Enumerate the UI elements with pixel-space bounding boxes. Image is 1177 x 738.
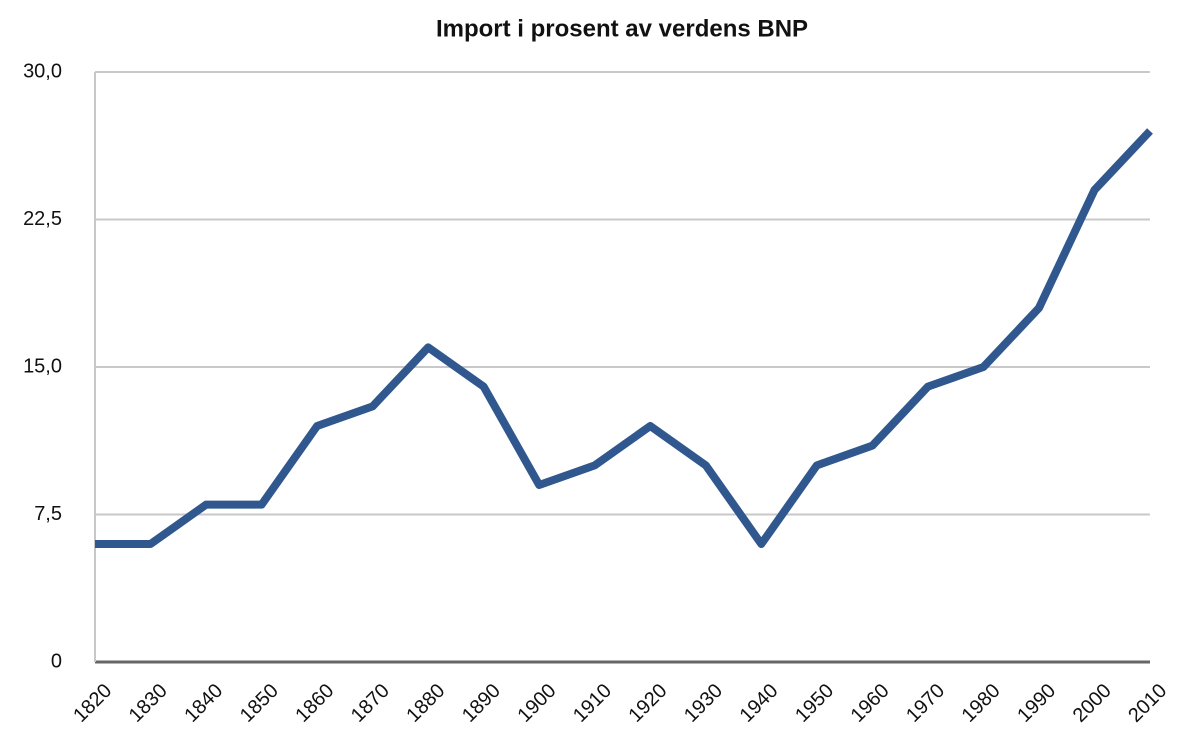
data-line bbox=[95, 128, 1153, 548]
x-tick-label: 1960 bbox=[847, 680, 894, 727]
y-tick-label: 15,0 bbox=[23, 355, 62, 377]
x-tick-label: 2000 bbox=[1069, 680, 1116, 727]
x-tick-label: 1870 bbox=[347, 680, 394, 727]
x-tick-label: 1940 bbox=[736, 680, 783, 727]
x-tick-label: 1900 bbox=[513, 680, 560, 727]
x-tick-label: 1860 bbox=[291, 680, 338, 727]
x-tick-label: 1930 bbox=[680, 680, 727, 727]
x-tick-label: 1830 bbox=[125, 680, 172, 727]
y-tick-label: 30,0 bbox=[23, 60, 62, 82]
x-tick-label: 1980 bbox=[958, 680, 1005, 727]
x-tick-label: 2010 bbox=[1124, 680, 1171, 727]
x-tick-label: 1990 bbox=[1013, 680, 1060, 727]
y-tick-label: 7,5 bbox=[34, 503, 62, 525]
x-tick-label: 1840 bbox=[180, 680, 227, 727]
x-tick-label: 1920 bbox=[625, 680, 672, 727]
x-tick-label: 1890 bbox=[458, 680, 505, 727]
y-tick-label: 22,5 bbox=[23, 208, 62, 230]
chart-title: Import i prosent av verdens BNP bbox=[436, 15, 808, 42]
x-tick-label: 1850 bbox=[236, 680, 283, 727]
x-tick-label: 1880 bbox=[402, 680, 449, 727]
x-tick-label: 1910 bbox=[569, 680, 616, 727]
x-tick-label: 1820 bbox=[69, 680, 116, 727]
x-tick-label: 1970 bbox=[902, 680, 949, 727]
y-tick-label: 0 bbox=[51, 650, 62, 672]
x-tick-label: 1950 bbox=[791, 680, 838, 727]
